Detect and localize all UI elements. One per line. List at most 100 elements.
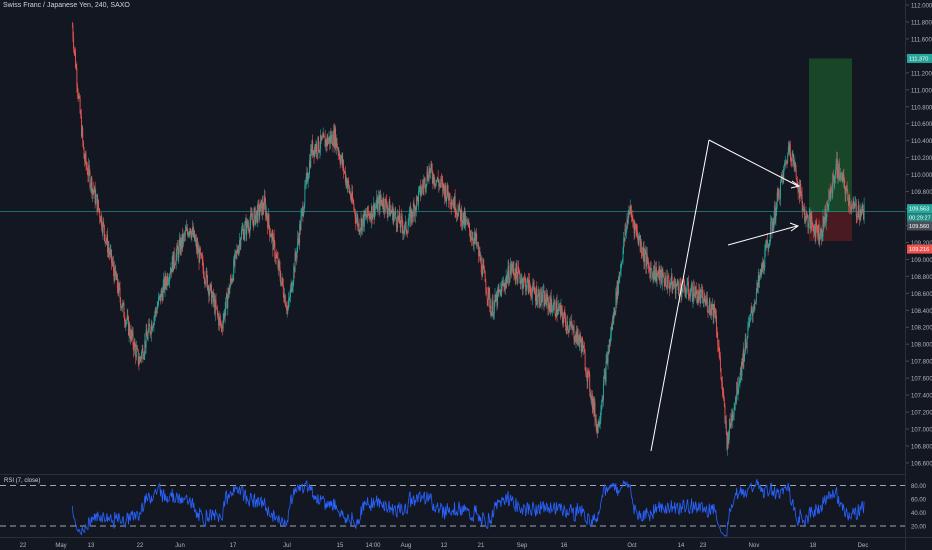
candle-body	[603, 375, 605, 383]
pane-divider[interactable]	[0, 474, 905, 475]
candle-body	[360, 218, 362, 229]
current-price-tag: 109.563	[909, 207, 929, 213]
candle-body	[282, 277, 284, 286]
candle-body	[481, 271, 483, 277]
candle-body	[528, 280, 530, 293]
candle-body	[718, 346, 720, 354]
candle-body	[807, 215, 809, 228]
candle-body	[459, 209, 461, 221]
candle-body	[268, 214, 270, 226]
candle-body	[590, 396, 592, 401]
candle-body	[349, 192, 351, 193]
candle-body	[471, 237, 473, 240]
candle-body	[367, 206, 369, 215]
rsi-line	[71, 478, 865, 537]
candle-body	[192, 227, 194, 237]
candle-body	[852, 201, 854, 206]
candle-body	[430, 163, 432, 169]
candle-body	[655, 267, 657, 277]
candle-body	[658, 266, 660, 275]
candle-body	[213, 299, 215, 302]
candle-body	[715, 315, 717, 318]
candle-body	[810, 215, 812, 229]
candle-body	[169, 274, 171, 282]
candle-body	[323, 134, 325, 137]
candle-body	[622, 248, 624, 261]
candle-body	[709, 300, 711, 311]
candle-body	[347, 180, 349, 185]
candle-body	[244, 224, 246, 235]
candle-body	[492, 301, 494, 317]
candle-body	[389, 200, 391, 217]
candle-body	[657, 273, 659, 275]
current-price-tag-bg	[907, 204, 932, 214]
candle-body	[614, 308, 615, 315]
candle-body	[535, 288, 537, 302]
candle-body	[768, 244, 770, 246]
candle-body	[540, 289, 542, 302]
candle-body	[178, 244, 180, 258]
candle-body	[728, 435, 730, 444]
candle-body	[241, 230, 242, 239]
candle-body	[222, 319, 224, 329]
candle-body	[402, 226, 404, 234]
candle-body	[832, 174, 834, 194]
candle-body	[153, 318, 155, 326]
candle-body	[395, 211, 397, 218]
candle-body	[156, 311, 158, 314]
candle-body	[209, 291, 210, 297]
candle-body	[600, 410, 602, 420]
candle-body	[312, 150, 314, 155]
candle-body	[178, 239, 180, 245]
candle-body	[365, 214, 367, 218]
candle-body	[148, 323, 150, 332]
candle-body	[229, 287, 231, 294]
candle-body	[335, 138, 337, 149]
candle-body	[362, 214, 364, 220]
candle-body	[227, 296, 229, 309]
candle-body	[442, 183, 444, 191]
candle-body	[524, 278, 526, 280]
candle-body	[844, 179, 845, 189]
candle-body	[826, 202, 828, 218]
candle-body	[672, 283, 674, 291]
candle-body	[177, 245, 178, 250]
candle-body	[192, 227, 193, 232]
candle-body	[554, 300, 556, 315]
candle-body	[632, 217, 634, 222]
candle-body	[828, 190, 830, 206]
candle-body	[572, 326, 574, 327]
candle-body	[464, 212, 466, 226]
candle-body	[80, 116, 82, 137]
candle-body	[372, 214, 374, 219]
candle-body	[93, 190, 95, 193]
candle-body	[404, 223, 406, 231]
candle-body	[412, 203, 414, 218]
candle-body	[131, 331, 133, 337]
candle-body	[314, 147, 316, 152]
rsi-indicator-label[interactable]: RSI (7, close)	[4, 478, 41, 484]
candle-body	[105, 240, 107, 242]
candle-body	[250, 213, 252, 216]
candle-body	[116, 274, 118, 288]
candle-body	[261, 200, 263, 215]
candle-body	[167, 275, 169, 284]
candle-body	[602, 382, 604, 401]
candle-body	[96, 195, 98, 212]
candle-body	[343, 171, 345, 172]
candle-body	[223, 312, 225, 320]
candle-body	[305, 184, 306, 186]
candle-body	[196, 244, 198, 250]
candle-body	[120, 306, 122, 308]
candle-body	[761, 264, 762, 275]
candle-body	[478, 251, 480, 256]
candle-body	[79, 97, 81, 113]
candle-body	[290, 282, 292, 289]
candle-body	[753, 309, 755, 311]
time-tick-label: 22	[20, 543, 27, 549]
candle-body	[597, 420, 599, 434]
candle-body	[472, 241, 474, 245]
candle-body	[216, 306, 218, 308]
candle-body	[318, 151, 320, 152]
